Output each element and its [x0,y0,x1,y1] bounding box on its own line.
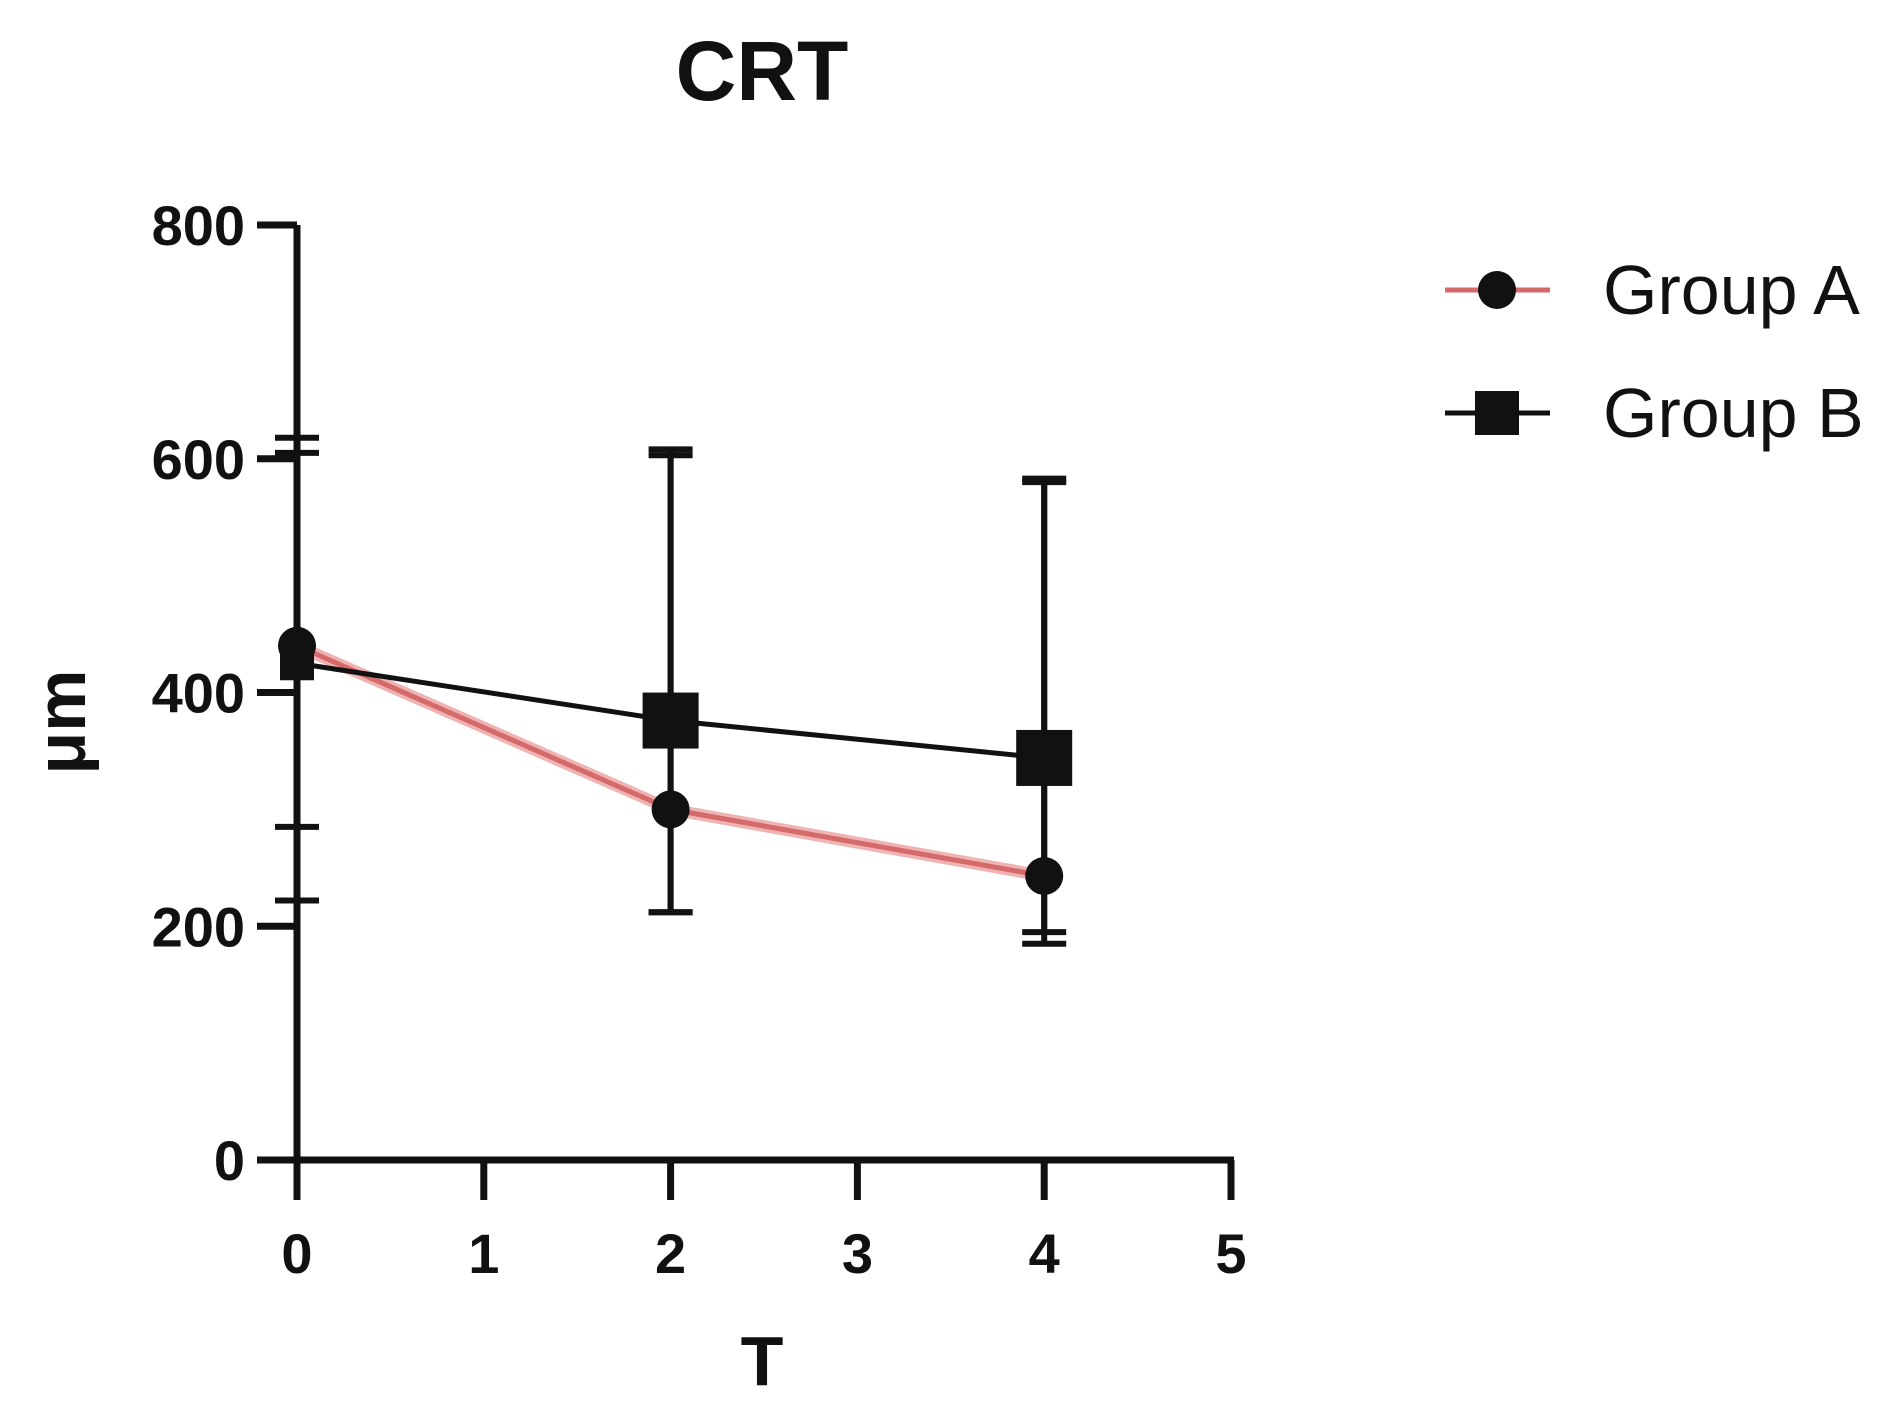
y-tick-label: 600 [152,428,245,491]
legend-marker-group-b [1475,391,1519,435]
legend-marker-group-a [1478,271,1516,309]
legend-item-group-b: Group B [1445,374,1864,452]
y-axis-label: μm [22,669,100,774]
legend-item-group-a: Group A [1445,251,1860,329]
x-tick-label: 4 [1029,1222,1060,1285]
x-tick-label: 5 [1215,1222,1246,1285]
y-tick-label: 400 [152,662,245,725]
group-a-point [651,790,690,829]
x-tick-label: 2 [655,1222,686,1285]
x-tick-label: 1 [468,1222,499,1285]
y-tick-label: 200 [152,895,245,958]
axes: 0 200 400 600 800 0 1 2 3 4 5 [152,194,1247,1285]
group-b-point [1016,729,1073,786]
group-b-point [280,646,314,681]
y-tick-label: 0 [214,1129,245,1192]
legend: Group A Group B [1445,251,1864,452]
x-tick-label: 0 [281,1222,312,1285]
x-tick-label: 3 [842,1222,873,1285]
data-points [278,626,1073,895]
legend-label-group-b: Group B [1603,374,1864,452]
y-tick-label: 800 [152,194,245,257]
group-a-point [1025,856,1064,895]
x-axis-label: T [741,1322,784,1400]
group-b-point [642,692,699,749]
legend-label-group-a: Group A [1603,251,1860,329]
chart-title: CRT [676,24,849,118]
